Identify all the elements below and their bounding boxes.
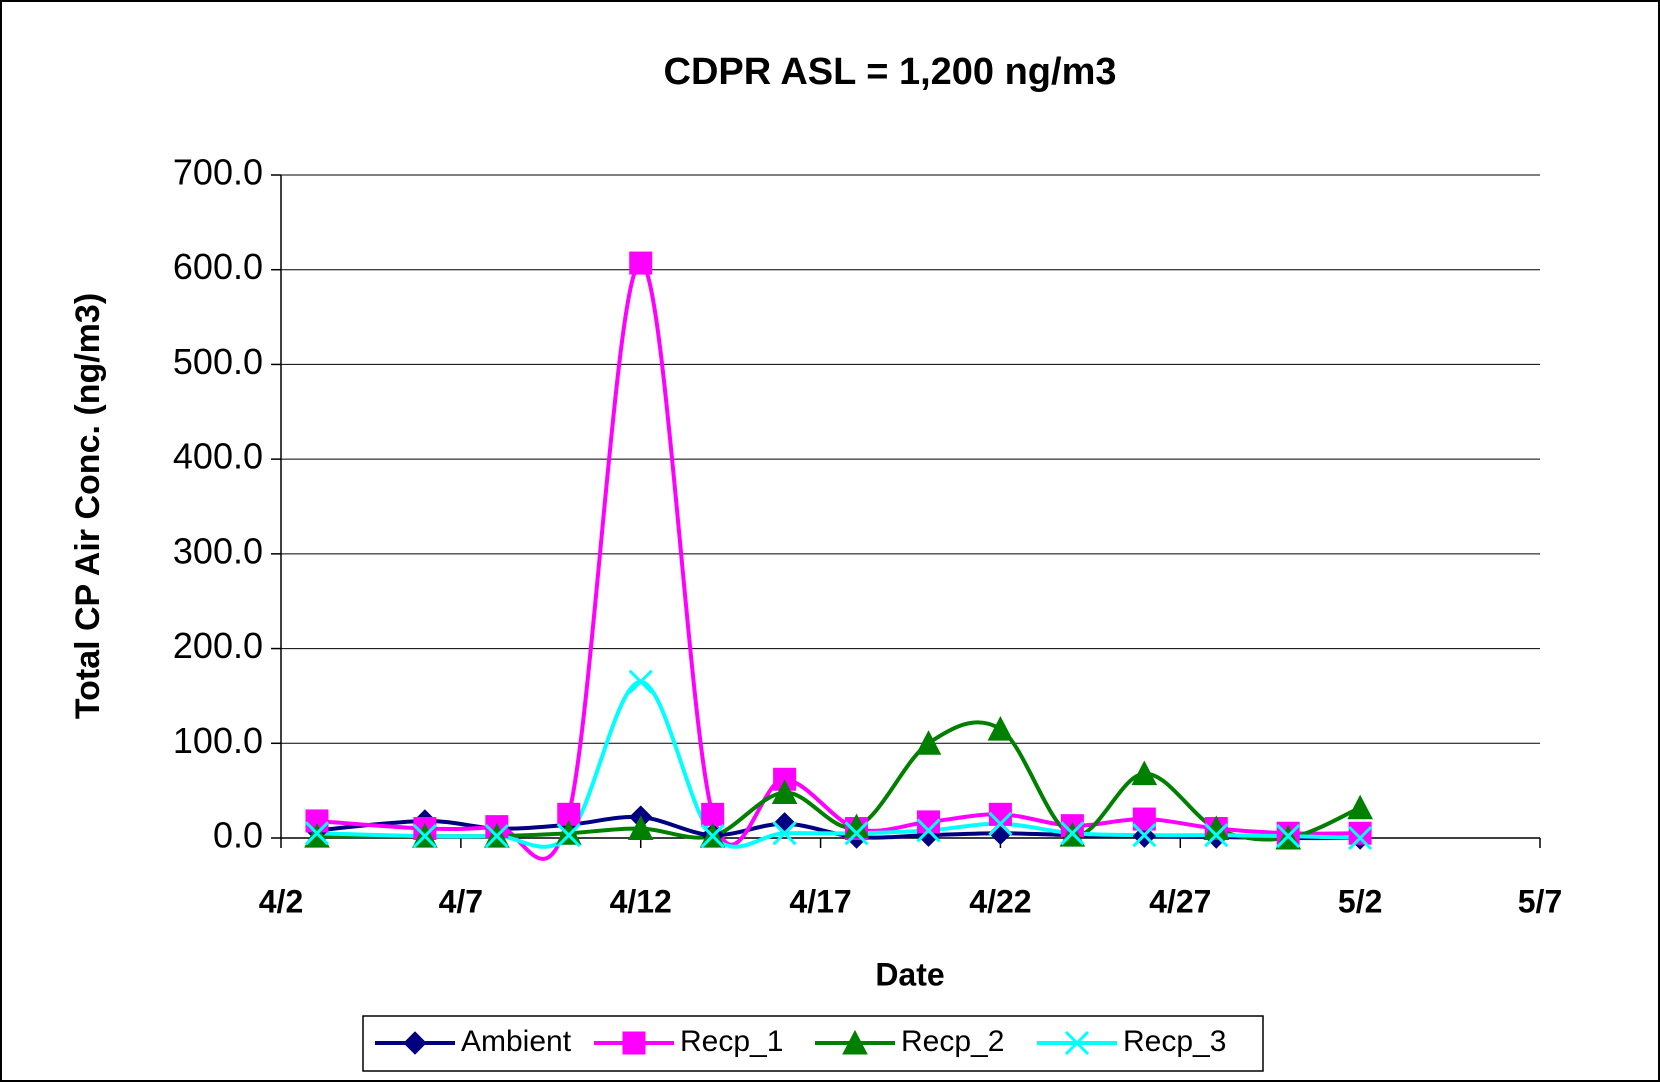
- x-tick-label: 5/7: [1518, 883, 1562, 919]
- y-tick-label: 300.0: [173, 530, 263, 571]
- marker: [1348, 821, 1372, 845]
- marker: [1276, 824, 1301, 849]
- marker: [484, 824, 509, 849]
- series-line: [316, 679, 1361, 849]
- x-axis-label: Date: [875, 956, 944, 992]
- marker: [844, 821, 869, 846]
- marker: [412, 824, 437, 849]
- y-tick-label: 600.0: [173, 246, 263, 287]
- marker: [629, 251, 653, 275]
- y-axis-label: Total CP Air Conc. (ng/m3): [69, 293, 107, 719]
- x-tick-label: 4/7: [439, 883, 483, 919]
- marker: [628, 669, 653, 694]
- marker: [1060, 821, 1085, 846]
- x-tick-label: 5/2: [1338, 883, 1382, 919]
- marker: [1347, 794, 1373, 820]
- marker: [403, 1031, 427, 1055]
- y-tick-label: 100.0: [173, 720, 263, 761]
- marker: [701, 802, 725, 826]
- marker: [556, 823, 581, 848]
- marker: [842, 1029, 868, 1055]
- marker: [771, 779, 798, 805]
- x-tick-label: 4/2: [259, 883, 303, 919]
- legend-label: Ambient: [461, 1025, 572, 1058]
- marker: [916, 810, 940, 834]
- marker: [772, 821, 797, 846]
- marker: [622, 1031, 646, 1055]
- marker: [627, 815, 654, 841]
- legend-label: Recp_1: [680, 1025, 783, 1058]
- x-tick-label: 4/27: [1149, 883, 1211, 919]
- marker: [555, 820, 582, 845]
- marker: [987, 715, 1014, 741]
- marker: [1204, 823, 1229, 848]
- marker: [1132, 807, 1156, 831]
- chart-title: CDPR ASL = 1,200 ng/m3: [664, 51, 1117, 93]
- marker: [915, 730, 942, 755]
- y-tick-label: 400.0: [173, 436, 263, 477]
- marker: [700, 824, 725, 849]
- marker: [304, 821, 330, 846]
- x-tick-label: 4/17: [789, 883, 851, 919]
- legend-label: Recp_3: [1123, 1025, 1226, 1058]
- y-tick-label: 500.0: [173, 341, 263, 382]
- y-tick-label: 0.0: [213, 815, 263, 856]
- legend-label: Recp_2: [901, 1025, 1004, 1058]
- x-tick-label: 4/12: [610, 883, 672, 919]
- marker: [1132, 823, 1157, 848]
- marker: [1348, 825, 1373, 851]
- x-tick-label: 4/22: [969, 883, 1031, 919]
- marker: [1064, 1030, 1090, 1056]
- y-tick-label: 700.0: [173, 152, 263, 193]
- series-line: [316, 720, 1361, 842]
- plot-area: [281, 175, 1540, 838]
- marker: [916, 818, 941, 843]
- marker: [1131, 760, 1158, 786]
- y-tick-label: 200.0: [173, 625, 263, 666]
- marker: [988, 811, 1013, 836]
